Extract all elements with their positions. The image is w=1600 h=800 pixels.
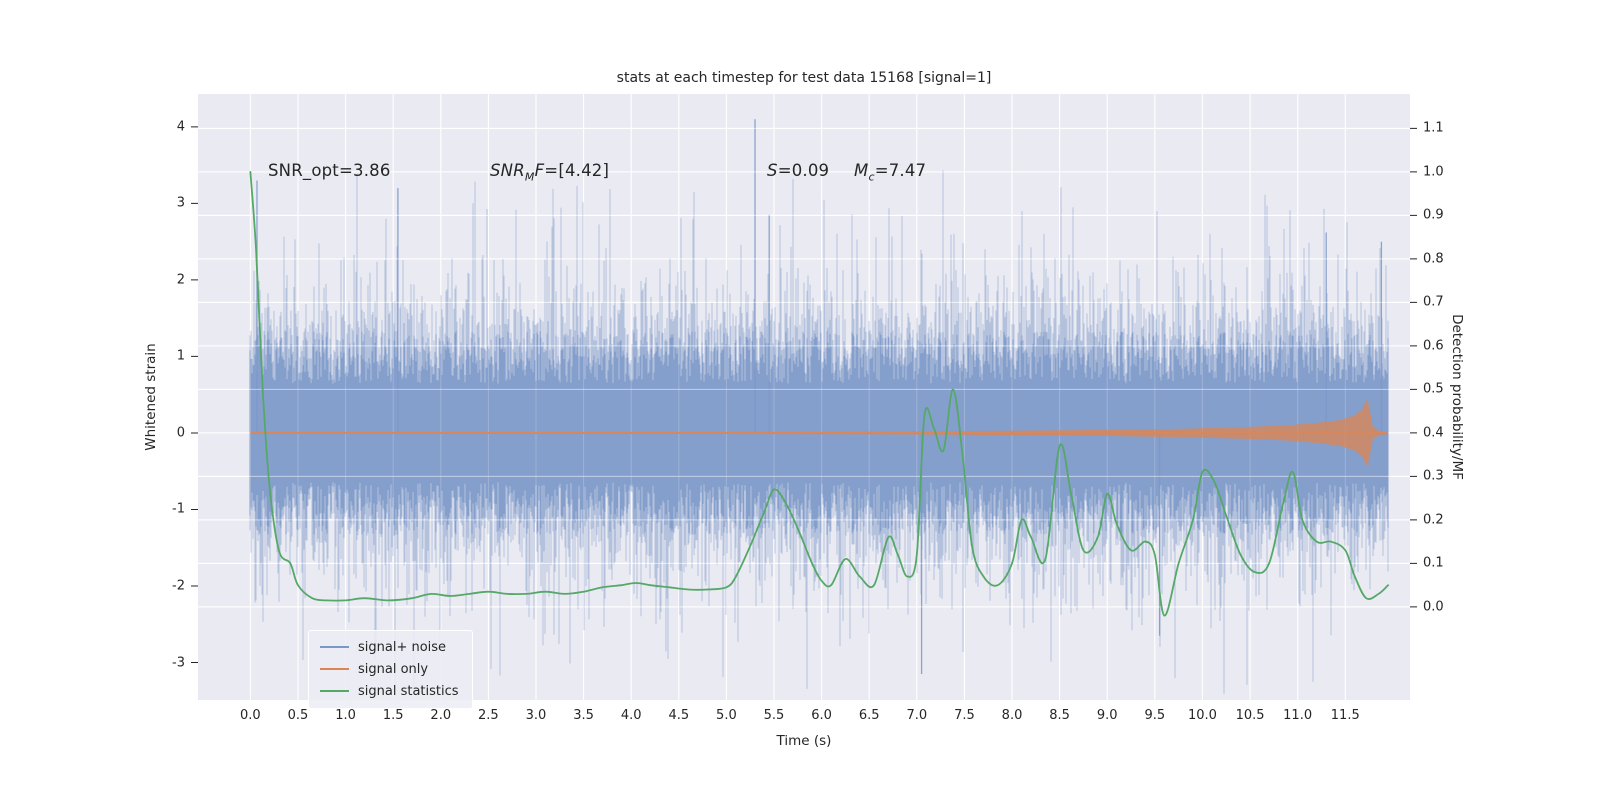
y-tick-label-left: -1 <box>172 501 185 517</box>
x-tick-label: 3.0 <box>525 708 547 723</box>
legend-line-swatch <box>320 667 349 671</box>
x-tick-label: 11.0 <box>1283 708 1313 723</box>
x-tick-label: 7.5 <box>954 708 975 723</box>
legend-label: signal+ noise <box>358 639 447 655</box>
x-tick-label: 4.0 <box>620 708 642 723</box>
y-tick-label-right: 0.4 <box>1423 425 1444 441</box>
signal-statistics-line <box>249 171 1389 617</box>
x-tick-label: 5.0 <box>716 708 737 723</box>
y-tick-label-right: 0.3 <box>1423 468 1444 484</box>
annotation-snr-opt: SNR_opt=3.86 <box>268 161 391 180</box>
x-tick-label: 9.0 <box>1096 708 1118 723</box>
legend-item: signal+ noise <box>320 638 459 656</box>
annotation-mc-sub: c <box>868 170 875 184</box>
x-tick-label: 5.5 <box>763 708 785 723</box>
y-tick-label-right: 0.0 <box>1423 599 1444 615</box>
annotation-snr-mf-sub: M <box>524 170 535 184</box>
x-tick-label: 0.0 <box>240 708 261 723</box>
x-tick-label: 10.0 <box>1187 708 1217 723</box>
x-tick-label: 4.5 <box>668 708 690 723</box>
tick-marks <box>191 126 1417 663</box>
legend-item: signal statistics <box>320 682 459 700</box>
y-tick-label-right: 0.6 <box>1423 338 1444 354</box>
x-tick-label: 8.0 <box>1001 708 1023 723</box>
annotation-s-stat: S=0.09 <box>767 161 829 180</box>
annotation-s-pre: S <box>767 161 778 180</box>
y-tick-label-left: -2 <box>172 578 185 594</box>
y-tick-label-right: 1.0 <box>1423 164 1444 180</box>
x-tick-label: 10.5 <box>1235 708 1265 723</box>
x-tick-label: 0.5 <box>287 708 309 723</box>
x-tick-label: 7.0 <box>906 708 928 723</box>
annotation-s-value: =0.09 <box>777 161 830 180</box>
y-tick-label-right: 0.1 <box>1423 555 1444 571</box>
x-tick-label: 6.5 <box>858 708 880 723</box>
y-tick-label-right: 0.7 <box>1423 294 1444 310</box>
y-tick-label-right: 0.8 <box>1423 251 1444 267</box>
y-tick-label-right: 0.2 <box>1423 512 1444 528</box>
y-tick-label-left: -3 <box>172 655 185 670</box>
annotation-snr-mf-pre: SNR <box>490 161 525 180</box>
y-tick-label-right: 0.9 <box>1423 207 1444 223</box>
legend-label: signal statistics <box>358 683 459 699</box>
legend-item: signal only <box>320 660 459 678</box>
y-tick-label-right: 1.1 <box>1423 120 1444 136</box>
y-tick-label-left: 2 <box>176 272 185 288</box>
legend: signal+ noise signal only signal statistic… <box>308 630 473 709</box>
chart-title: stats at each timestep for test data 151… <box>616 70 992 86</box>
x-tick-label: 11.5 <box>1330 708 1360 723</box>
y-tick-label-left: 0 <box>176 425 185 441</box>
y-tick-label-right: 0.5 <box>1423 381 1444 397</box>
annotation-snr-mf-post: F <box>534 161 545 180</box>
legend-line-swatch <box>320 645 349 649</box>
x-tick-label: 8.5 <box>1049 708 1070 723</box>
y-axis-label-right: Detection probability/MF <box>1449 314 1465 480</box>
x-tick-label: 6.0 <box>811 708 832 723</box>
annotation-snr-mf: SNRMF=[4.42] <box>490 161 609 183</box>
annotation-chirp-mass: Mc=7.47 <box>854 161 926 183</box>
x-tick-label: 1.5 <box>382 708 404 723</box>
annotation-snr-mf-value: =[4.42] <box>544 161 610 180</box>
legend-label: signal only <box>358 661 429 677</box>
annotation-mc-pre: M <box>854 161 869 180</box>
legend-line-swatch <box>320 689 349 693</box>
x-tick-label: 2.0 <box>430 708 452 723</box>
y-tick-label-left: 1 <box>176 348 185 364</box>
y-tick-label-left: 4 <box>176 119 185 135</box>
x-tick-label: 3.5 <box>573 708 594 723</box>
noise-notable-spikes <box>256 119 1383 674</box>
x-axis-label: Time (s) <box>776 733 832 749</box>
y-tick-label-left: 3 <box>176 195 185 211</box>
gridlines-overlay-vertical <box>249 94 1346 700</box>
y-axis-label-left: Whitened strain <box>143 343 159 451</box>
annotation-mc-value: =7.47 <box>874 161 927 180</box>
x-tick-label: 1.0 <box>335 708 356 723</box>
x-tick-label: 9.5 <box>1144 708 1166 723</box>
x-tick-label: 2.5 <box>478 708 499 723</box>
